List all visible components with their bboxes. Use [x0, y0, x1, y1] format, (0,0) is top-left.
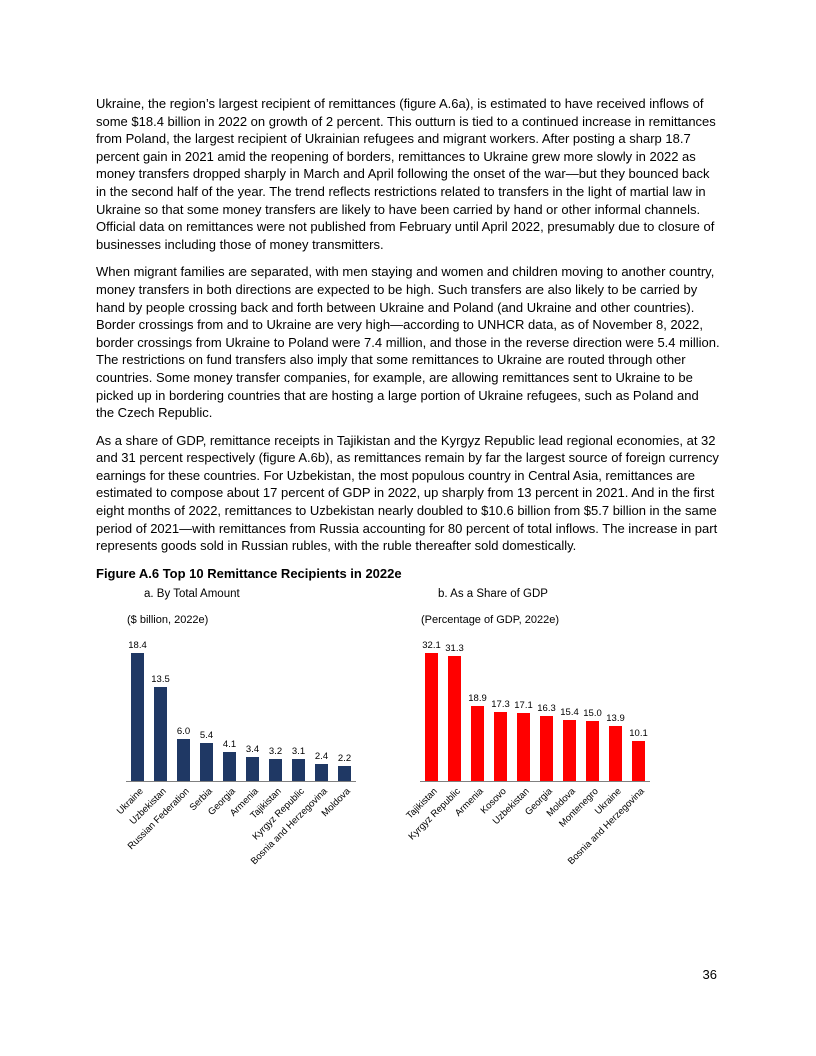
bar-value-label-bosnia-and-herzegovina: 10.1 — [629, 728, 648, 740]
bar-group-uzbekistan: 13.5 — [149, 632, 172, 782]
figure-title: Figure A.6 Top 10 Remittance Recipients … — [96, 565, 402, 581]
bar-group-ukraine: 13.9 — [604, 632, 627, 782]
bar-group-georgia: 16.3 — [535, 632, 558, 782]
figure-charts: a. By Total Amount ($ billion, 2022e) 18… — [114, 588, 720, 882]
bar-group-armenia: 18.9 — [466, 632, 489, 782]
chart-b-units-label: (Percentage of GDP, 2022e) — [421, 614, 559, 627]
bar-value-label-georgia: 16.3 — [537, 703, 556, 715]
chart-b-x-axis-labels: Tajikistan Kyrgyz Republic Armenia Kosovo Uz… — [404, 782, 650, 882]
bar-serbia — [200, 743, 213, 782]
chart-a-plot-area: 18.4 13.5 6.0 5.4 4.1 3.4 3.2 3.1 2.4 2.2 — [126, 632, 356, 783]
bar-tajikistan — [269, 759, 282, 782]
bar-group-kyrgyz-republic: 31.3 — [443, 632, 466, 782]
bar-group-bosnia-and-herzegovina: 2.4 — [310, 632, 333, 782]
bar-group-tajikistan: 3.2 — [264, 632, 287, 782]
bar-group-tajikistan: 32.1 — [420, 632, 443, 782]
bar-kyrgyz-republic — [448, 656, 461, 782]
bar-value-label-uzbekistan: 17.1 — [514, 700, 533, 712]
bar-value-label-moldova: 2.2 — [337, 753, 352, 765]
bar-value-label-tajikistan: 3.2 — [268, 746, 283, 758]
chart-a-title: a. By Total Amount — [144, 588, 240, 601]
bar-value-label-serbia: 5.4 — [199, 730, 214, 742]
bar-tajikistan — [425, 653, 438, 782]
bar-moldova — [563, 720, 576, 782]
bar-uzbekistan — [517, 713, 530, 782]
chart-b-plot-area: 32.1 31.3 18.9 17.3 17.1 16.3 15.4 15.0 13.9 10.1 — [420, 632, 650, 783]
bar-group-serbia: 5.4 — [195, 632, 218, 782]
bar-armenia — [246, 757, 259, 782]
bar-bosnia-and-herzegovina — [632, 741, 645, 782]
bar-russian-federation — [177, 739, 190, 782]
chart-a-x-axis-labels: Ukraine Uzbekistan Russian Federation Serbi… — [114, 782, 356, 882]
bar-value-label-armenia: 3.4 — [245, 744, 260, 756]
bar-value-label-bosnia-and-herzegovina: 2.4 — [314, 751, 329, 763]
bar-uzbekistan — [154, 687, 167, 782]
bar-value-label-russian-federation: 6.0 — [176, 726, 191, 738]
bar-value-label-moldova: 15.4 — [560, 707, 579, 719]
bar-georgia — [540, 716, 553, 782]
bar-group-uzbekistan: 17.1 — [512, 632, 535, 782]
bar-group-moldova: 15.4 — [558, 632, 581, 782]
bar-moldova — [338, 766, 351, 782]
bar-kosovo — [494, 712, 507, 782]
bar-ukraine — [131, 653, 144, 782]
bar-value-label-ukraine: 18.4 — [128, 640, 147, 652]
bar-group-georgia: 4.1 — [218, 632, 241, 782]
bar-group-russian-federation: 6.0 — [172, 632, 195, 782]
chart-a-units-label: ($ billion, 2022e) — [127, 614, 209, 627]
bar-value-label-uzbekistan: 13.5 — [151, 674, 170, 686]
page-number: 36 — [702, 967, 717, 982]
chart-share-of-gdp: b. As a Share of GDP (Percentage of GDP,… — [404, 588, 652, 882]
bar-kyrgyz-republic — [292, 759, 305, 782]
bar-value-label-kyrgyz-republic: 3.1 — [291, 746, 306, 758]
bar-value-label-kyrgyz-republic: 31.3 — [445, 643, 464, 655]
bar-value-label-tajikistan: 32.1 — [422, 640, 441, 652]
bar-value-label-kosovo: 17.3 — [491, 699, 510, 711]
bar-group-ukraine: 18.4 — [126, 632, 149, 782]
page-content: Ukraine, the region’s largest recipient … — [96, 95, 720, 882]
paragraph-ukraine-inflows: Ukraine, the region’s largest recipient … — [96, 96, 716, 252]
paragraph-migrant-families: When migrant families are separated, wit… — [96, 264, 720, 421]
bar-group-armenia: 3.4 — [241, 632, 264, 782]
paragraph-share-of-gdp: As a share of GDP, remittance receipts i… — [96, 432, 719, 554]
chart-b-title: b. As a Share of GDP — [438, 588, 548, 601]
bar-group-montenegro: 15.0 — [581, 632, 604, 782]
bar-group-moldova: 2.2 — [333, 632, 356, 782]
bar-value-label-georgia: 4.1 — [222, 739, 237, 751]
chart-by-total-amount: a. By Total Amount ($ billion, 2022e) 18… — [114, 588, 358, 882]
bar-group-kosovo: 17.3 — [489, 632, 512, 782]
bar-armenia — [471, 706, 484, 782]
bar-group-kyrgyz-republic: 3.1 — [287, 632, 310, 782]
bar-montenegro — [586, 721, 599, 782]
bar-value-label-montenegro: 15.0 — [583, 708, 602, 720]
bar-value-label-armenia: 18.9 — [468, 693, 487, 705]
bar-ukraine — [609, 726, 622, 782]
bar-bosnia-and-herzegovina — [315, 764, 328, 782]
bar-value-label-ukraine: 13.9 — [606, 713, 625, 725]
bar-group-bosnia-and-herzegovina: 10.1 — [627, 632, 650, 782]
bar-georgia — [223, 752, 236, 782]
